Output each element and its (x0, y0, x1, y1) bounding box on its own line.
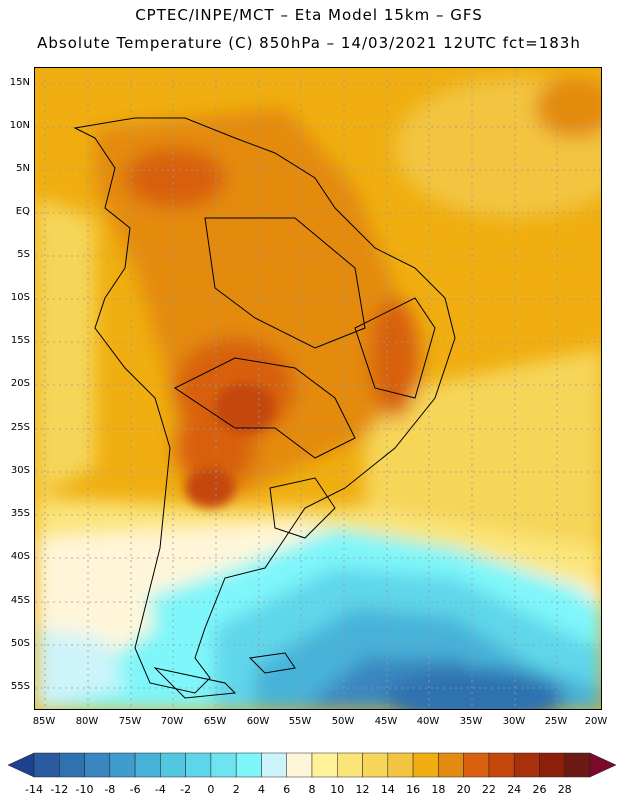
lon-label: 55W (288, 716, 312, 727)
title-line-2: Absolute Temperature (C) 850hPa – 14/03/… (37, 34, 581, 52)
coastline (73, 117, 456, 699)
colorbar-label: 14 (380, 783, 395, 796)
colorbar-cell (539, 752, 565, 778)
lat-label: 45S (10, 595, 30, 606)
colorbar-cell (463, 752, 490, 778)
colorbar-cell (261, 752, 287, 778)
colorbar-cell (185, 752, 212, 778)
lon-label: 35W (459, 716, 483, 727)
lat-label: 25S (10, 422, 30, 433)
colorbar-cell (337, 752, 363, 778)
colorbar-label: 16 (406, 783, 421, 796)
map-panel (34, 67, 602, 710)
colorbar-cell (488, 752, 515, 778)
lat-label: 15N (9, 77, 30, 88)
lon-label: 60W (246, 716, 270, 727)
title-line-1: CPTEC/INPE/MCT – Eta Model 15km – GFS (135, 6, 483, 24)
colorbar-cell (564, 752, 591, 778)
grid-lines (35, 68, 601, 709)
colorbar-label: 4 (258, 783, 265, 796)
colorbar-cell (235, 752, 262, 778)
lat-label: 35S (10, 508, 30, 519)
colorbar-cell (210, 752, 237, 778)
colorbar-label: 6 (283, 783, 291, 796)
lat-label: 10N (9, 120, 30, 131)
colorbar-cell (362, 752, 389, 778)
colorbar-label: 18 (431, 783, 446, 796)
colorbar-cell (134, 752, 161, 778)
lat-label: 50S (10, 638, 30, 649)
colorbar-arrow-left (7, 752, 35, 778)
lat-label: 55S (10, 681, 30, 692)
lat-label: 10S (10, 292, 30, 303)
temperature-field (35, 78, 601, 709)
lon-label: 75W (118, 716, 142, 727)
temperature-map (35, 68, 601, 709)
lon-label: 20W (584, 716, 608, 727)
lon-label: 65W (203, 716, 227, 727)
colorbar-label: 2 (232, 783, 240, 796)
colorbar-cell (286, 752, 313, 778)
colorbar-label: -2 (180, 783, 192, 796)
lon-label: 25W (544, 716, 568, 727)
colorbar-label: 12 (355, 783, 370, 796)
colorbar-cell (160, 752, 186, 778)
colorbar-label: -14 (25, 783, 43, 796)
lon-label: 85W (32, 716, 56, 727)
colorbar-label: -10 (75, 783, 94, 796)
colorbar-label: -4 (154, 783, 166, 796)
colorbar-label: 8 (308, 783, 316, 796)
lon-label: 30W (502, 716, 526, 727)
colorbar-cell (33, 752, 60, 778)
lon-label: 80W (75, 716, 99, 727)
colorbar-cell (109, 752, 136, 778)
colorbar-cell (513, 752, 540, 778)
lat-label: EQ (15, 206, 30, 217)
colorbar-cell (438, 752, 464, 778)
colorbar-label: 22 (481, 783, 496, 796)
colorbar-cell (59, 752, 85, 778)
colorbar-label: 24 (507, 783, 522, 796)
colorbar-label: 20 (456, 783, 471, 796)
colorbar-label: -6 (129, 783, 141, 796)
colorbar-label: -12 (50, 783, 69, 796)
lat-label: 15S (10, 335, 30, 346)
lon-label: 45W (374, 716, 398, 727)
lat-label: 5N (16, 163, 30, 174)
colorbar-label: 0 (207, 783, 215, 796)
lat-label: 5S (17, 249, 30, 260)
colorbar-cell (387, 752, 414, 778)
lon-label: 70W (160, 716, 184, 727)
colorbar-arrow-right (589, 752, 617, 778)
colorbar-cell (84, 752, 111, 778)
colorbar-label: 10 (330, 783, 345, 796)
lat-label: 20S (10, 378, 30, 389)
colorbar-label: -8 (104, 783, 116, 796)
lon-label: 40W (416, 716, 440, 727)
lon-label: 50W (331, 716, 355, 727)
colorbar-cell (412, 752, 439, 778)
colorbar-label: 28 (557, 783, 572, 796)
lat-label: 30S (10, 465, 30, 476)
colorbar-cell (311, 752, 338, 778)
lat-label: 40S (10, 551, 30, 562)
colorbar-label: 26 (532, 783, 547, 796)
colorbar (7, 752, 617, 778)
